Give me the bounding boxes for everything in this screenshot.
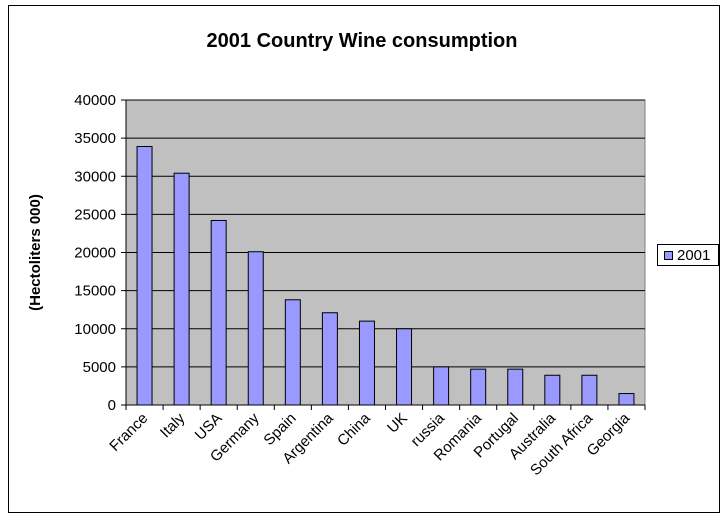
y-tick-label: 30000 bbox=[74, 168, 116, 185]
bar bbox=[396, 328, 413, 406]
y-tick-label: 5000 bbox=[83, 359, 116, 376]
bar bbox=[618, 393, 635, 406]
y-tick-label: 40000 bbox=[74, 92, 116, 109]
legend-swatch bbox=[664, 251, 673, 260]
y-tick-label: 25000 bbox=[74, 206, 116, 223]
bar bbox=[507, 368, 524, 406]
bar bbox=[247, 251, 264, 406]
bar bbox=[136, 146, 153, 406]
legend-label: 2001 bbox=[677, 247, 711, 264]
x-tick-label: Italy bbox=[157, 409, 189, 441]
bar bbox=[581, 374, 598, 406]
y-tick-label: 35000 bbox=[74, 130, 116, 147]
legend: 2001 bbox=[657, 244, 719, 266]
bar bbox=[284, 299, 301, 406]
bar bbox=[470, 368, 487, 406]
bar bbox=[210, 219, 227, 406]
y-tick-label: 20000 bbox=[74, 245, 116, 262]
chart-title: 2001 Country Wine consumption bbox=[206, 30, 518, 52]
x-tick-label: China bbox=[334, 409, 374, 449]
y-tick-label: 0 bbox=[108, 397, 116, 414]
bar bbox=[321, 312, 338, 406]
x-tick-label: France bbox=[106, 410, 151, 455]
bar bbox=[544, 374, 561, 406]
y-axis-title: (Hectoliters 000) bbox=[27, 194, 44, 311]
bar bbox=[433, 366, 450, 406]
y-tick-label: 15000 bbox=[74, 283, 116, 300]
y-tick-label: 10000 bbox=[74, 321, 116, 338]
bar bbox=[173, 172, 190, 406]
x-tick-label: UK bbox=[384, 410, 411, 437]
bar bbox=[358, 320, 375, 406]
